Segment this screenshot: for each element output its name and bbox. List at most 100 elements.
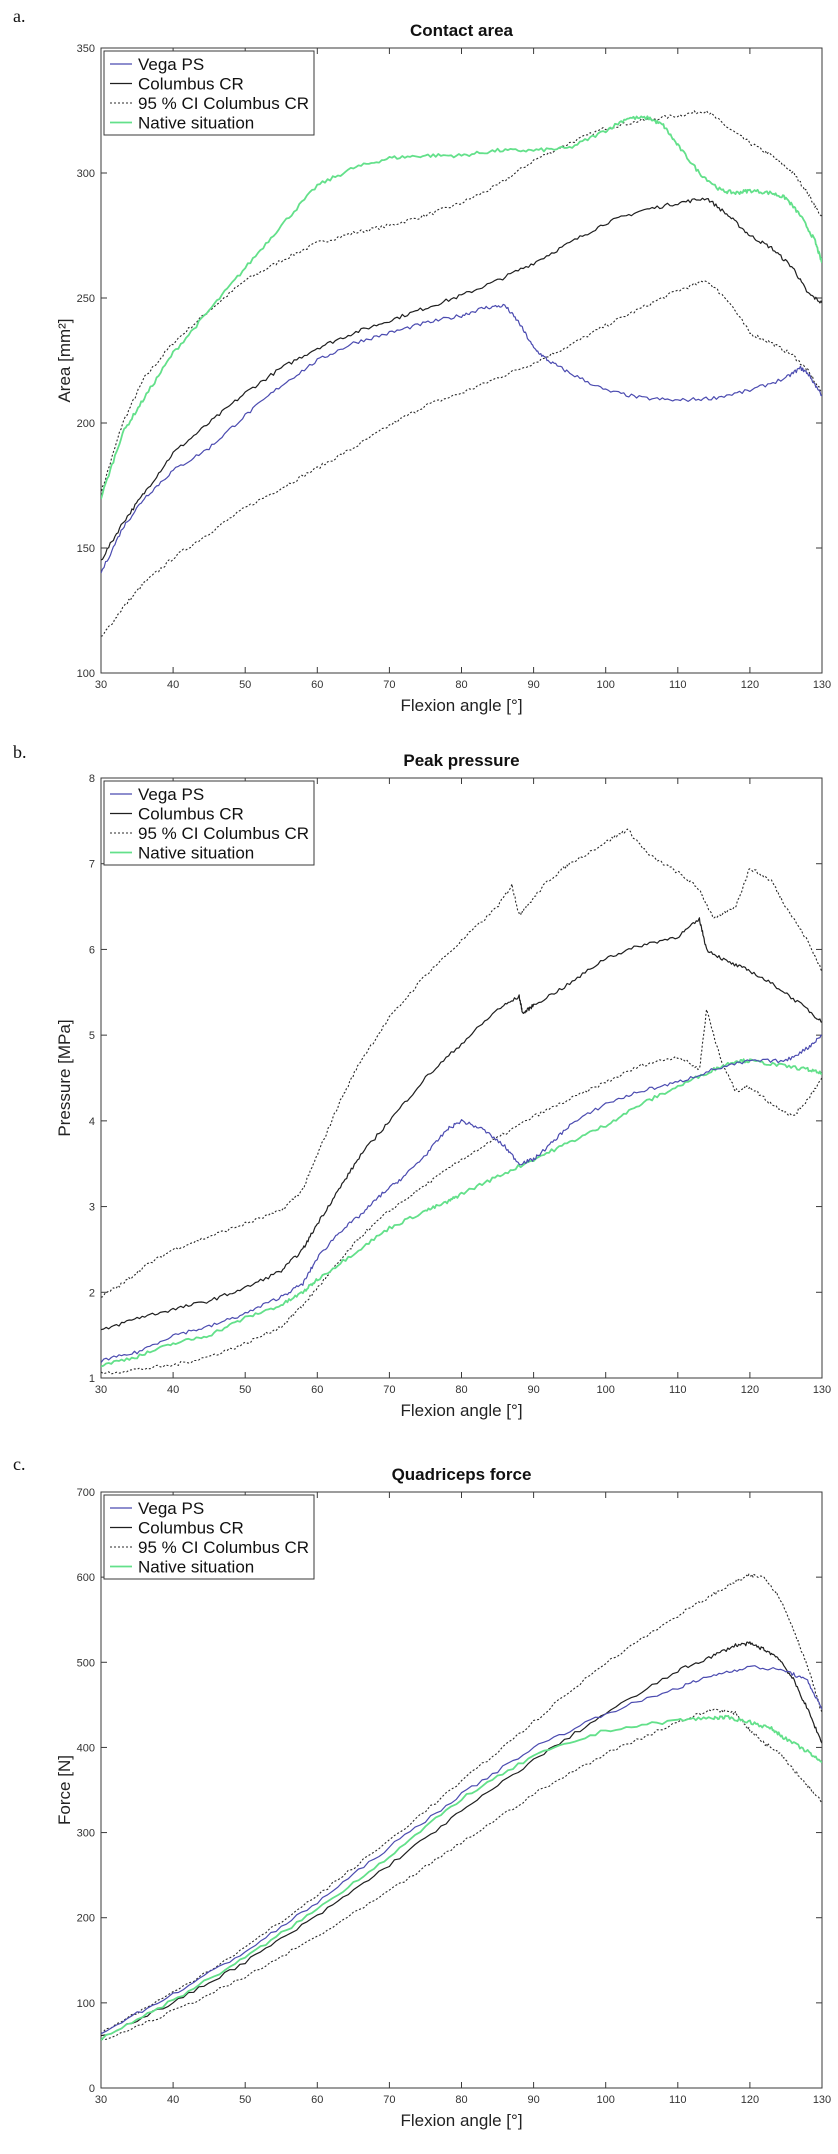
series-group (101, 1573, 822, 2041)
x-tick-label: 80 (455, 679, 467, 691)
x-tick-label: 70 (383, 679, 395, 691)
series-line-columbus-cr (101, 1641, 822, 2037)
legend-entry: Columbus CR (138, 75, 244, 94)
legend-entry: 95 % CI Columbus CR (138, 1538, 309, 1557)
peak-pressure-chart: Peak pressure 30 40 50 60 70 80 90 100 110 120 130 1… (55, 751, 831, 1420)
y-tick-label: 3 (89, 1202, 95, 1214)
x-tick-label: 110 (669, 2094, 687, 2106)
y-tick-label: 500 (77, 1657, 95, 1669)
series-line-95-ci-columbus-cr-upper- (101, 110, 822, 495)
x-tick-label: 50 (239, 1384, 251, 1396)
x-tick-label: 80 (455, 2094, 467, 2106)
legend-box (103, 1494, 315, 1580)
legend-box (103, 780, 315, 866)
x-tick-label: 70 (383, 1384, 395, 1396)
x-tick-label: 30 (95, 679, 107, 691)
x-tick-label: 40 (167, 2094, 179, 2106)
plot-frame (100, 777, 823, 1379)
x-tick-label: 30 (95, 2094, 107, 2106)
x-tick-label: 110 (669, 1384, 687, 1396)
y-tick-label: 2 (89, 1287, 95, 1299)
x-tick-label: 60 (311, 2094, 323, 2106)
x-tick-label: 120 (741, 679, 759, 691)
x-axis-label: Flexion angle [°] (400, 2111, 522, 2130)
series-line-vega-ps (101, 1665, 822, 2035)
legend-entry: Columbus CR (138, 805, 244, 824)
legend-entry: Native situation (138, 114, 254, 133)
series-group (101, 828, 822, 1375)
legend-entry: Vega PS (138, 785, 204, 804)
x-tick-label: 50 (239, 2094, 251, 2106)
y-tick-label: 350 (77, 43, 95, 55)
chart-title: Quadriceps force (392, 1465, 532, 1484)
x-tick-label: 70 (383, 2094, 395, 2106)
series-line-95-ci-columbus-cr-lower- (101, 1008, 822, 1375)
y-axis-label: Force [N] (55, 1755, 74, 1825)
x-tick-label: 90 (527, 1384, 539, 1396)
x-tick-label: 130 (813, 679, 831, 691)
legend-box (103, 50, 315, 136)
y-axis-label: Area [mm²] (55, 318, 74, 402)
x-axis-label: Flexion angle [°] (400, 1401, 522, 1420)
x-tick-label: 90 (527, 679, 539, 691)
chart-title: Peak pressure (403, 751, 519, 770)
y-tick-label: 100 (77, 1998, 95, 2010)
series-line-columbus-cr (101, 197, 822, 561)
x-tick-label: 100 (597, 679, 615, 691)
x-tick-label: 110 (669, 679, 687, 691)
y-tick-label: 1 (89, 1373, 95, 1385)
series-line-native-situation (101, 1058, 822, 1368)
legend-entry: Native situation (138, 1558, 254, 1577)
series-line-95-ci-columbus-cr-upper- (101, 1573, 822, 2035)
series-line-95-ci-columbus-cr-upper- (101, 828, 822, 1298)
y-tick-label: 700 (77, 1487, 95, 1499)
series-line-95-ci-columbus-cr-lower- (101, 1708, 822, 2041)
x-tick-label: 90 (527, 2094, 539, 2106)
x-tick-label: 120 (741, 2094, 759, 2106)
quadriceps-force-chart: Quadriceps force 30 40 50 60 70 80 90 100 110 120 1… (55, 1465, 831, 2130)
chart-title: Contact area (410, 21, 514, 40)
y-tick-label: 200 (77, 418, 95, 430)
panel-label: b. (13, 742, 27, 762)
y-tick-label: 5 (89, 1030, 95, 1042)
x-axis-label: Flexion angle [°] (400, 696, 522, 715)
series-group (101, 110, 822, 637)
x-tick-label: 30 (95, 1384, 107, 1396)
x-tick-label: 60 (311, 1384, 323, 1396)
x-tick-label: 80 (455, 1384, 467, 1396)
plot-frame (100, 1491, 823, 2089)
panel-label: a. (13, 6, 26, 26)
y-tick-label: 300 (77, 168, 95, 180)
legend-entry: 95 % CI Columbus CR (138, 94, 309, 113)
x-tick-label: 100 (597, 2094, 615, 2106)
series-line-native-situation (101, 1714, 822, 2041)
legend-entry: Native situation (138, 844, 254, 863)
y-tick-label: 8 (89, 773, 95, 785)
y-tick-label: 400 (77, 1742, 95, 1754)
y-tick-label: 0 (89, 2083, 95, 2095)
series-line-native-situation (101, 115, 822, 500)
y-tick-label: 600 (77, 1572, 95, 1584)
x-tick-label: 40 (167, 679, 179, 691)
x-tick-label: 130 (813, 1384, 831, 1396)
y-tick-label: 6 (89, 944, 95, 956)
series-line-columbus-cr (101, 917, 822, 1331)
series-line-vega-ps (101, 1034, 822, 1363)
x-tick-label: 60 (311, 679, 323, 691)
panel-peak-pressure: b. Peak pressure 30 40 50 60 70 80 90 100 110 120 1… (0, 740, 838, 1440)
y-tick-label: 300 (77, 1828, 95, 1840)
legend-entry: Vega PS (138, 1499, 204, 1518)
legend-entry: Vega PS (138, 55, 204, 74)
x-tick-label: 40 (167, 1384, 179, 1396)
y-tick-label: 4 (89, 1116, 95, 1128)
panel-label: c. (13, 1454, 26, 1474)
panel-contact-area: a. Contact area 30 40 50 60 70 80 90 100 110 120 13… (0, 0, 838, 715)
x-tick-label: 50 (239, 679, 251, 691)
y-tick-label: 100 (77, 668, 95, 680)
contact-area-chart: Contact area 30 40 50 60 70 80 90 100 110 120 130 10… (55, 21, 831, 715)
y-tick-label: 200 (77, 1913, 95, 1925)
y-tick-label: 250 (77, 293, 95, 305)
x-tick-label: 100 (597, 1384, 615, 1396)
series-line-95-ci-columbus-cr-lower- (101, 280, 822, 637)
series-line-vega-ps (101, 303, 822, 574)
